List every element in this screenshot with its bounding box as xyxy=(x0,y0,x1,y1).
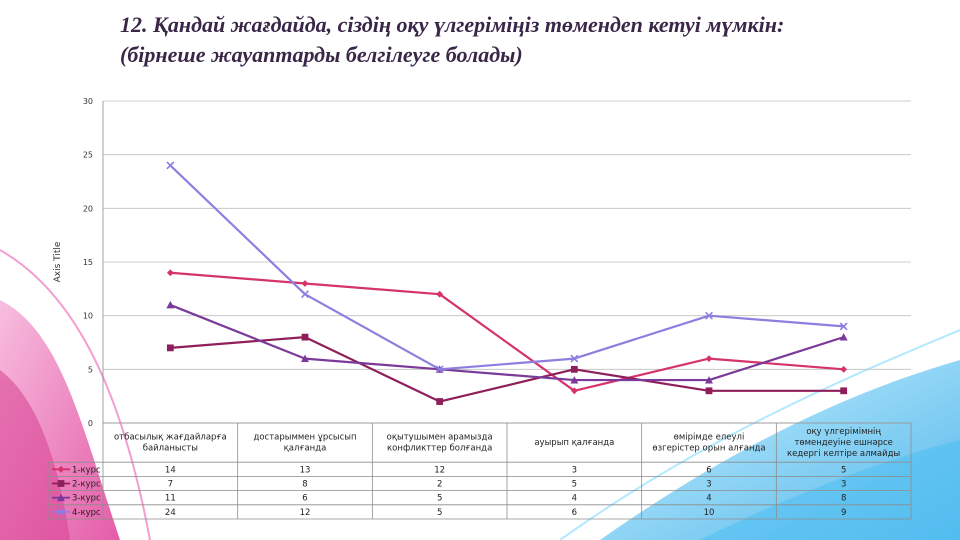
legend-label: 4-курс xyxy=(72,508,101,518)
title-line-1: 12. Қандай жағдайда, сіздің оқу үлгерімі… xyxy=(120,12,785,37)
x-marker-stroke xyxy=(435,365,444,374)
y-tick-label: 20 xyxy=(83,204,93,213)
data-point xyxy=(301,354,309,362)
legend-label: 3-курс xyxy=(72,494,101,504)
table-cell-value: 9 xyxy=(841,508,846,518)
category-label: отбасылық жағдайларға xyxy=(114,433,227,443)
legend-label: 2-курс xyxy=(72,480,101,490)
data-point xyxy=(301,333,309,341)
category-label: ауырып қалғанда xyxy=(534,438,614,448)
data-point xyxy=(301,290,309,299)
data-point xyxy=(839,333,848,341)
x-marker-stroke xyxy=(166,161,175,170)
table-cell-value: 24 xyxy=(165,508,176,518)
category-label: кедергі келтіре алмайды xyxy=(787,449,900,459)
data-point xyxy=(166,300,175,309)
table-cell-value: 5 xyxy=(572,480,577,490)
data-point xyxy=(166,269,174,277)
data-point xyxy=(705,387,713,395)
y-tick-label: 10 xyxy=(83,312,93,321)
table-cell-value: 13 xyxy=(300,465,311,475)
y-tick-label: 5 xyxy=(88,365,93,374)
data-point xyxy=(840,365,848,373)
table-cell-value: 8 xyxy=(841,494,846,504)
data-point xyxy=(57,480,65,487)
category-label: өмірімде елеулі xyxy=(674,433,745,443)
category-label: конфликттер болғанда xyxy=(387,444,492,454)
table-cell-value: 3 xyxy=(706,480,711,490)
table-cell-value: 5 xyxy=(841,465,846,475)
table-cell-value: 7 xyxy=(168,480,173,490)
table-cell-value: 3 xyxy=(841,480,846,490)
x-marker-stroke xyxy=(57,507,65,516)
data-point xyxy=(840,387,848,395)
data-point xyxy=(705,311,713,320)
series-line xyxy=(170,336,844,403)
y-axis-title: Axis Title xyxy=(53,241,63,282)
title-line-2: (бірнеше жауаптарды белгілеуге болады) xyxy=(120,42,523,67)
table-cell-value: 10 xyxy=(704,508,715,518)
series-line xyxy=(170,271,844,392)
data-point xyxy=(570,365,578,373)
y-tick-label: 0 xyxy=(88,419,93,428)
table-cell-value: 5 xyxy=(437,494,442,504)
table-cell-value: 6 xyxy=(572,508,577,518)
data-point xyxy=(436,398,444,405)
category-label: төмендеуіне ешнәрсе xyxy=(794,438,892,448)
category-label: қалғанда xyxy=(284,444,327,454)
blue-swoosh-right xyxy=(559,329,960,540)
data-point xyxy=(57,465,65,473)
data-point xyxy=(57,507,65,516)
x-marker-stroke xyxy=(301,290,309,299)
table-cell-value: 12 xyxy=(300,508,311,518)
category-label: оқытушымен арамызда xyxy=(387,433,493,443)
series-line xyxy=(169,303,845,382)
data-point xyxy=(166,161,175,170)
slide-title: 12. Қандай жағдайда, сіздің оқу үлгерімі… xyxy=(120,10,920,70)
table-cell-value: 12 xyxy=(434,465,445,475)
data-point xyxy=(166,344,174,352)
category-label: оқу үлгерімімнің xyxy=(806,427,881,437)
x-marker-stroke xyxy=(705,311,713,320)
data-point xyxy=(570,387,578,395)
series-line xyxy=(169,164,844,371)
y-tick-label: 15 xyxy=(83,258,93,267)
x-marker-stroke xyxy=(839,322,848,331)
category-label: достарыммен ұрсысып xyxy=(253,433,356,443)
table-cell-value: 4 xyxy=(706,494,711,504)
data-point xyxy=(435,365,444,374)
y-tick-label: 25 xyxy=(83,151,93,160)
table-cell-value: 3 xyxy=(572,465,577,475)
table-cell-value: 5 xyxy=(437,508,442,518)
table-cell-value: 6 xyxy=(302,494,307,504)
data-point xyxy=(301,280,309,287)
data-point xyxy=(705,355,713,362)
category-label: байланысты xyxy=(143,444,198,454)
data-point xyxy=(570,354,579,363)
y-tick-label: 30 xyxy=(83,97,93,106)
table-cell-value: 2 xyxy=(437,480,442,490)
category-label: өзгерістер орын алғанда xyxy=(652,444,765,454)
table-cell-value: 14 xyxy=(165,465,176,475)
data-point xyxy=(705,376,713,384)
x-marker-stroke xyxy=(570,354,579,363)
table-cell-value: 11 xyxy=(165,494,176,504)
legend-label: 1-курс xyxy=(72,465,101,475)
table-cell-value: 8 xyxy=(302,480,307,490)
table-cell-value: 6 xyxy=(706,465,711,475)
data-point xyxy=(436,290,444,298)
data-point xyxy=(57,493,65,502)
data-point xyxy=(570,376,579,384)
table-cell-value: 4 xyxy=(572,494,577,504)
data-point xyxy=(839,322,848,331)
